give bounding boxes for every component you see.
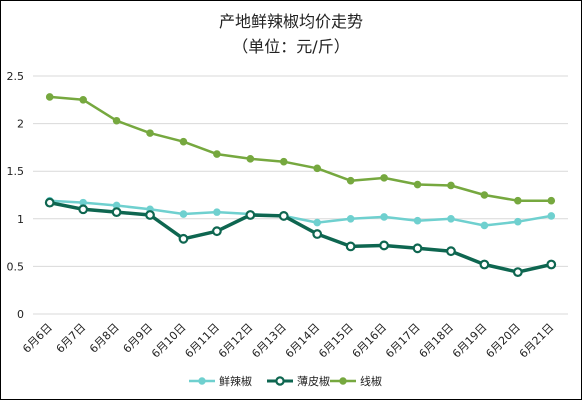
x-tick-label: 6月20日 — [483, 321, 523, 361]
data-point — [480, 191, 489, 199]
series-1 — [44, 197, 557, 278]
x-tick-label: 6月18日 — [416, 321, 456, 361]
legend-marker — [339, 377, 347, 385]
data-point — [380, 174, 388, 182]
x-tick-label: 6月11日 — [182, 321, 222, 361]
data-point — [78, 204, 89, 215]
data-point — [212, 226, 222, 237]
chart-subtitle: （单位：元/斤） — [232, 37, 349, 56]
data-point — [446, 246, 456, 257]
data-point — [379, 240, 389, 251]
x-tick-label: 6月13日 — [249, 321, 289, 361]
x-tick-label: 6月12日 — [216, 321, 256, 361]
y-tick-label: 2.5 — [7, 70, 25, 83]
x-tick-label: 6月21日 — [517, 321, 557, 361]
data-point — [514, 196, 522, 205]
data-point — [346, 215, 355, 223]
data-point — [79, 96, 87, 104]
legend-label: 薄皮椒 — [297, 374, 330, 388]
legend-label: 线椒 — [360, 374, 382, 388]
legend-item-0: 鲜辣椒 — [189, 374, 252, 388]
data-point — [179, 137, 188, 146]
data-point — [245, 210, 256, 220]
y-tick-label: 1.5 — [7, 165, 25, 178]
y-tick-label: 0.5 — [7, 260, 25, 273]
x-axis-ticks: 6月6日6月7日6月8日6月9日6月10日6月11日6月12日6月13日6月14… — [20, 321, 556, 361]
data-point — [547, 212, 556, 220]
chart-title: 产地鲜辣椒均价走势 — [219, 12, 363, 31]
x-tick-label: 6月10日 — [149, 321, 189, 361]
x-tick-label: 6月16日 — [350, 321, 390, 361]
data-point — [112, 116, 121, 125]
data-point — [413, 216, 422, 225]
data-point — [547, 196, 556, 205]
data-point — [312, 229, 323, 239]
x-tick-label: 6月14日 — [283, 321, 323, 361]
data-point — [178, 233, 189, 244]
data-point — [313, 164, 322, 173]
series-line — [49, 199, 552, 227]
legend-label: 鲜辣椒 — [219, 374, 252, 388]
data-point — [447, 181, 455, 190]
x-tick-label: 6月19日 — [450, 321, 490, 361]
data-point — [480, 221, 489, 230]
legend-marker — [198, 377, 206, 385]
series-2 — [45, 93, 556, 205]
y-tick-label: 2 — [17, 118, 24, 131]
data-point — [313, 218, 322, 227]
x-tick-label: 6月6日 — [20, 321, 55, 356]
data-point — [278, 211, 289, 221]
y-axis-ticks: 0 0.5 1 1.5 2 2.5 — [7, 70, 25, 321]
data-point — [213, 208, 221, 216]
x-tick-label: 6月17日 — [383, 321, 423, 361]
data-point — [146, 129, 154, 137]
data-point — [279, 157, 288, 166]
data-point — [213, 150, 221, 158]
data-point — [512, 267, 523, 278]
data-point — [514, 217, 522, 226]
series-line — [49, 95, 552, 202]
y-tick-label: 1 — [17, 213, 24, 226]
x-tick-label: 6月15日 — [316, 321, 356, 361]
data-point — [45, 93, 54, 101]
data-point — [179, 210, 188, 218]
data-point — [412, 243, 423, 254]
data-point — [546, 259, 557, 270]
series-group — [44, 93, 557, 278]
y-tick-label: 0 — [17, 308, 24, 321]
legend-item-2: 线椒 — [330, 374, 382, 388]
legend: 鲜辣椒 薄皮椒 线椒 — [189, 374, 382, 388]
x-tick-label: 6月8日 — [87, 321, 122, 356]
legend-item-1: 薄皮椒 — [267, 374, 330, 388]
data-point — [145, 210, 155, 220]
data-point — [447, 215, 455, 223]
data-point — [346, 176, 355, 185]
data-point — [413, 180, 422, 189]
data-point — [479, 259, 490, 270]
data-point — [345, 241, 356, 252]
legend-marker — [275, 376, 285, 386]
series-line — [49, 200, 552, 274]
data-point — [380, 213, 388, 221]
data-point — [111, 207, 122, 218]
data-point — [246, 155, 255, 163]
data-point — [44, 197, 55, 208]
x-tick-label: 6月7日 — [54, 321, 89, 356]
